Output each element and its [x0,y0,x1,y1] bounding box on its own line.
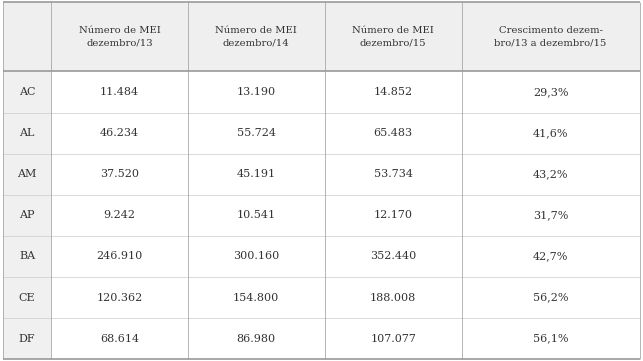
Text: 9.242: 9.242 [104,210,136,220]
Text: 56,1%: 56,1% [533,334,568,344]
Bar [3,277,51,318]
Text: 43,2%: 43,2% [533,169,568,179]
Text: 188.008: 188.008 [370,292,416,303]
Text: 29,3%: 29,3% [533,87,568,97]
Text: Número de MEI
dezembro/13: Número de MEI dezembro/13 [78,26,160,47]
Text: 56,2%: 56,2% [533,292,568,303]
Text: 46.234: 46.234 [100,128,139,138]
Bar [3,318,51,359]
Text: 120.362: 120.362 [96,292,143,303]
Text: AM: AM [17,169,37,179]
Text: 246.910: 246.910 [96,252,143,261]
Text: 14.852: 14.852 [374,87,413,97]
Bar [3,154,51,195]
Text: 86.980: 86.980 [237,334,276,344]
Text: 31,7%: 31,7% [533,210,568,220]
Bar [3,195,51,236]
Text: 300.160: 300.160 [233,252,279,261]
Bar [3,236,51,277]
Text: AC: AC [19,87,35,97]
Text: Número de MEI
dezembro/15: Número de MEI dezembro/15 [352,26,434,47]
Text: 68.614: 68.614 [100,334,139,344]
Text: BA: BA [19,252,35,261]
Text: 42,7%: 42,7% [533,252,568,261]
Text: 13.190: 13.190 [237,87,276,97]
Text: 41,6%: 41,6% [533,128,568,138]
Text: AL: AL [19,128,35,138]
Text: 11.484: 11.484 [100,87,139,97]
Text: Crescimento dezem-
bro/13 a dezembro/15: Crescimento dezem- bro/13 a dezembro/15 [494,26,607,47]
Bar [3,2,640,71]
Text: 37.520: 37.520 [100,169,139,179]
Text: 65.483: 65.483 [374,128,413,138]
Text: CE: CE [19,292,35,303]
Text: 154.800: 154.800 [233,292,279,303]
Text: DF: DF [19,334,35,344]
Text: Número de MEI
dezembro/14: Número de MEI dezembro/14 [215,26,297,47]
Bar [3,71,51,113]
Text: 55.724: 55.724 [237,128,276,138]
Text: 12.170: 12.170 [374,210,413,220]
Bar [3,113,51,154]
Text: 352.440: 352.440 [370,252,416,261]
Text: 107.077: 107.077 [370,334,416,344]
Text: 53.734: 53.734 [374,169,413,179]
Text: AP: AP [19,210,35,220]
Text: 45.191: 45.191 [237,169,276,179]
Text: 10.541: 10.541 [237,210,276,220]
